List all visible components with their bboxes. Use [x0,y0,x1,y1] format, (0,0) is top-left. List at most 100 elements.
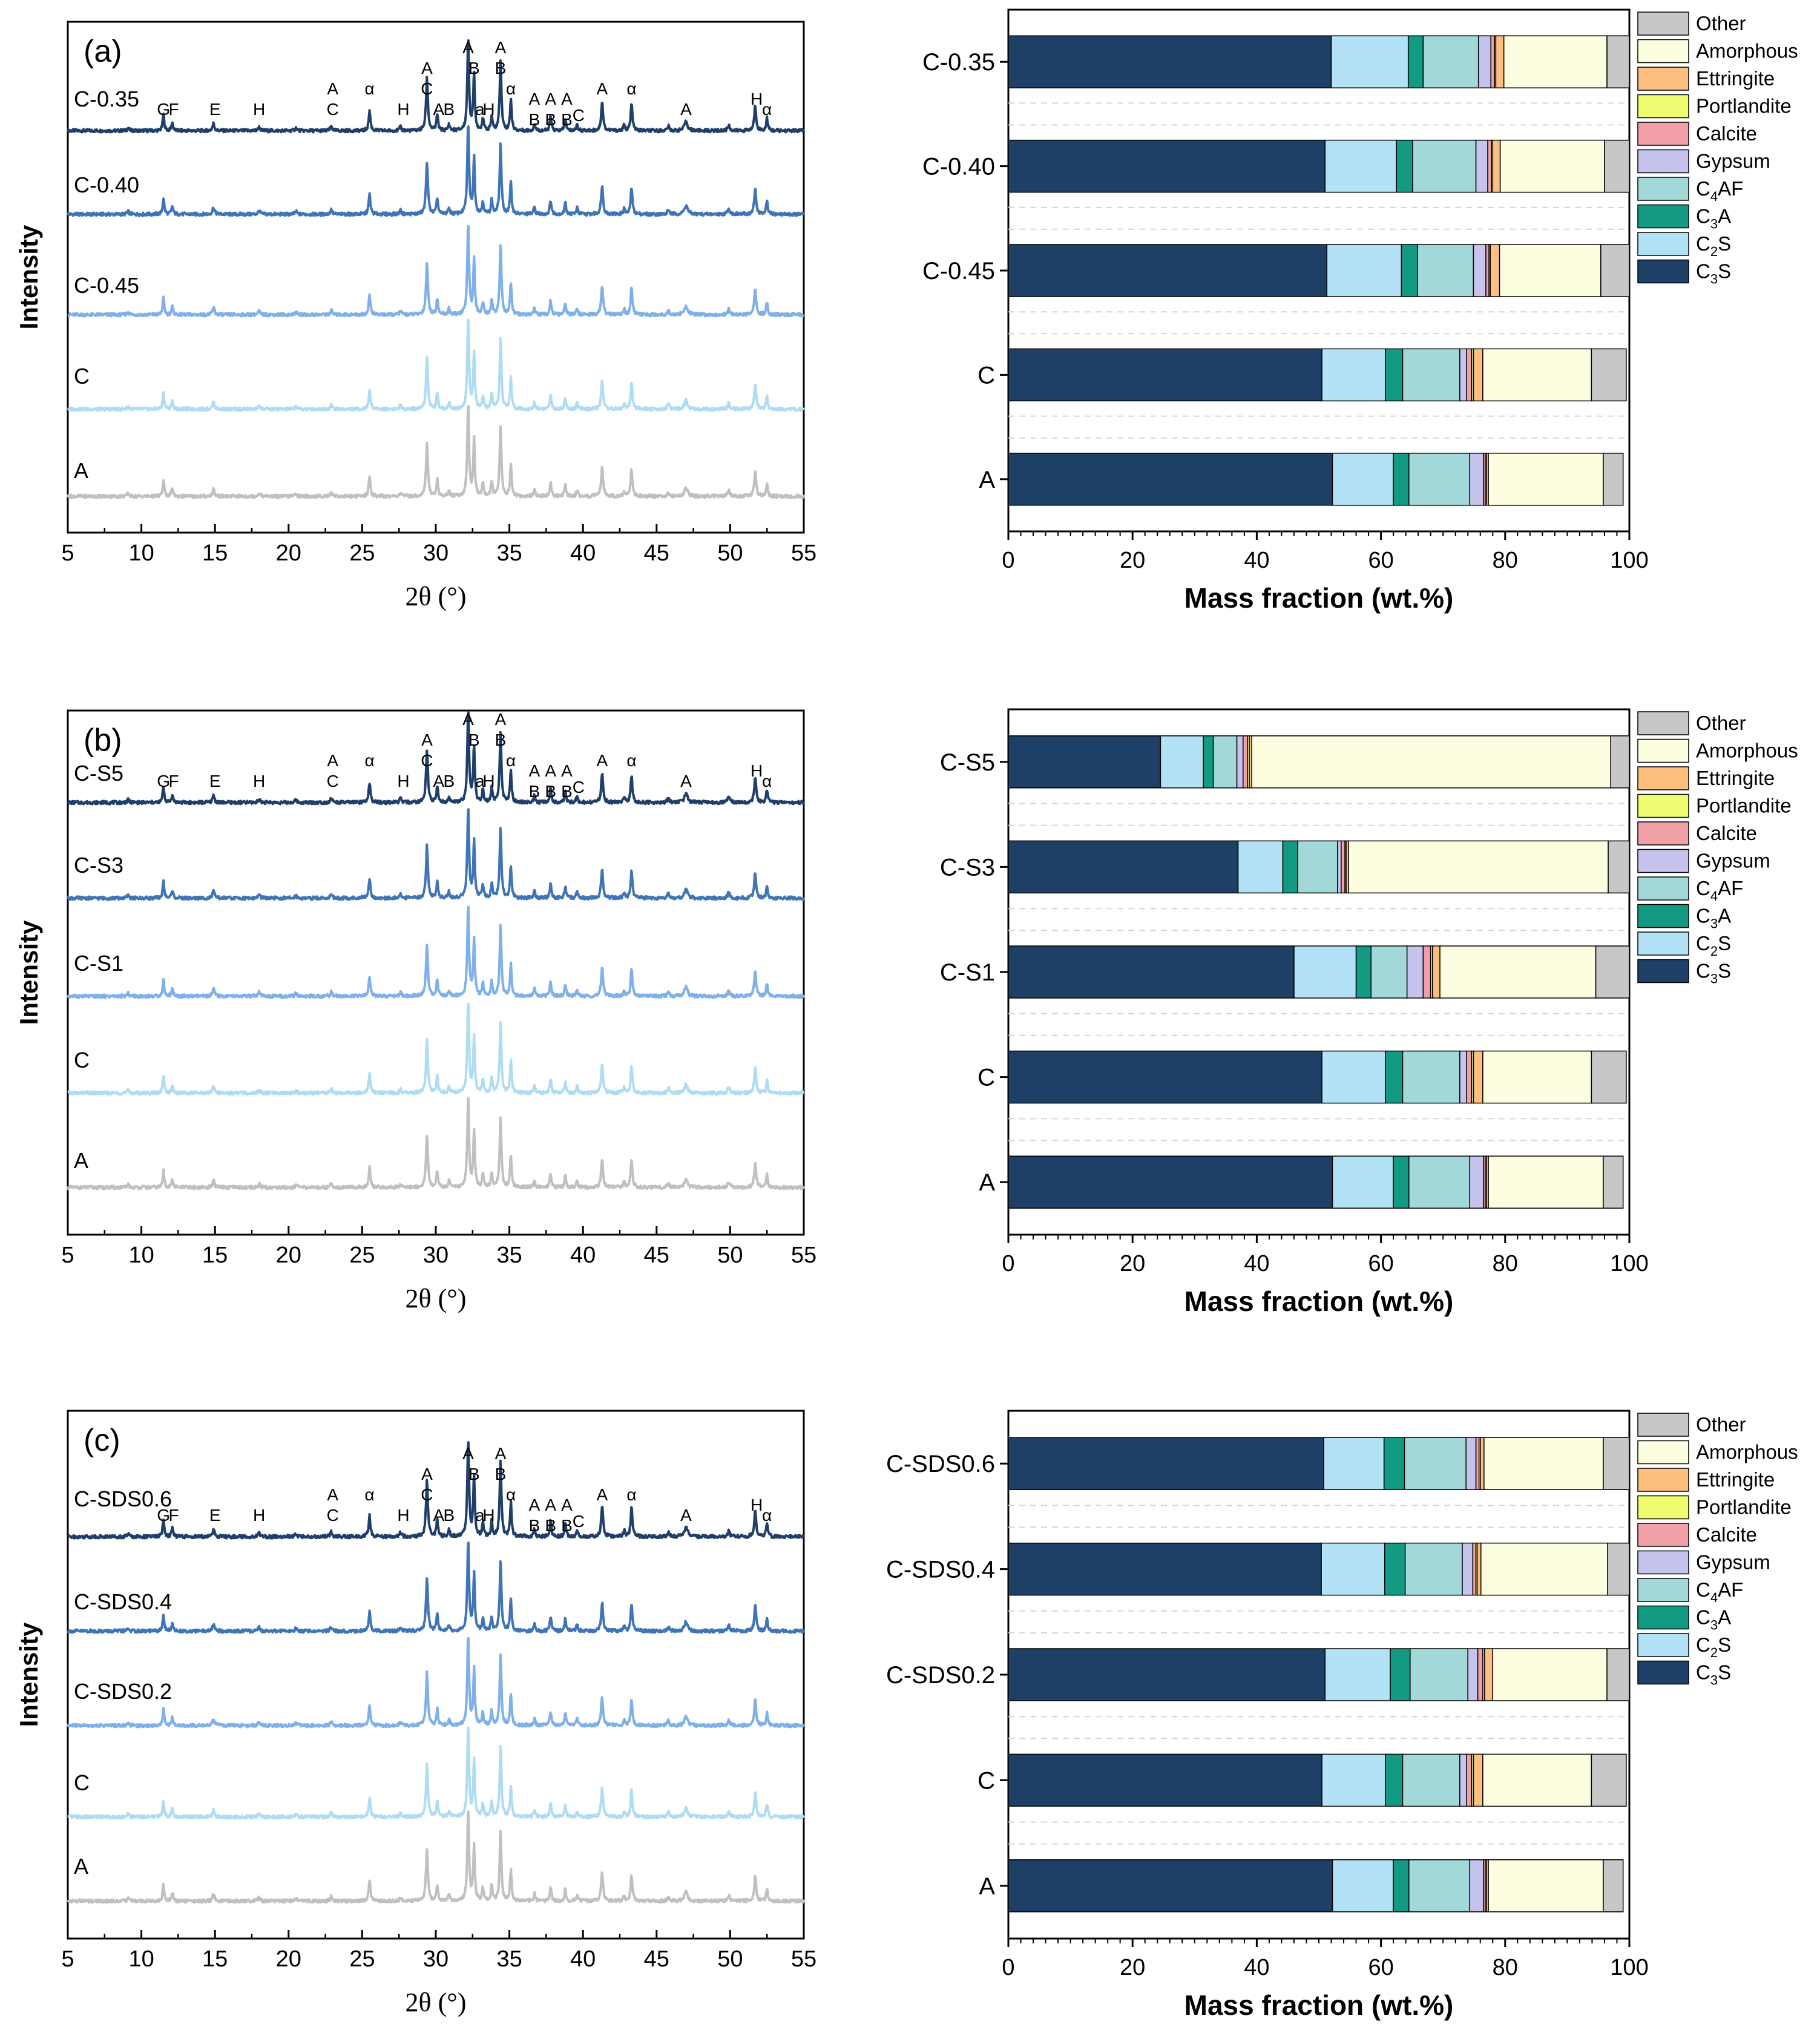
legend-label-subscript: 2 [1710,1645,1718,1660]
legend-swatch-amorphous [1637,39,1689,64]
x-tick-label: 45 [644,540,669,566]
bar-segment-gypsum [1236,735,1244,789]
legend-label-suffix: A [1718,905,1731,927]
legend-swatch-calcite [1637,1523,1689,1547]
x-axis-label: 2θ (°) [406,1988,467,2017]
peak-label: B [561,110,573,129]
peak-label: B [468,731,480,749]
bar-segment-c4af [1417,244,1474,297]
legend-label-subscript: 3 [1710,916,1718,931]
legend-label-c4af: C4AF [1696,877,1743,904]
peak-label: G [157,772,170,790]
bar-segment-other [1608,840,1630,894]
peak-label: A [561,761,573,780]
peak-label: C [421,79,433,98]
legend-label-suffix: S [1718,260,1731,283]
legend-label-other: Other [1696,1413,1746,1436]
legend-swatch-ettringite [1637,766,1689,790]
legend-label-subscript: 3 [1710,1618,1718,1633]
bar-segment-c2s [1332,1155,1394,1209]
xrd-curve-C-0.40 [67,125,805,217]
legend-label-main: C [1696,232,1710,255]
legend-label-gypsum: Gypsum [1696,850,1770,872]
legend-label-subscript: 2 [1710,944,1718,959]
peak-label: A [529,90,540,108]
bar-segment-c3a [1203,735,1214,789]
xrd-curve-C-S3 [67,808,805,901]
bar-segment-amorphous [1439,945,1597,999]
x-tick-label: 35 [496,540,522,566]
x-tick-label: 5 [61,1946,74,1972]
bar-segment-c3s [1008,1155,1333,1209]
x-tick-label: 5 [61,540,74,566]
bar-segment-amorphous [1499,139,1605,193]
x-tick-label: 45 [644,1243,669,1268]
x-tick-label: 80 [1493,1955,1518,1980]
x-tick-label: 60 [1368,1955,1393,1980]
bar-segment-other [1595,945,1630,999]
bar-segment-other [1591,348,1627,402]
legend-label-ettringite: Ettringite [1696,767,1775,789]
bar-segment-c3a [1384,1542,1406,1596]
peak-label: α [762,772,772,790]
x-tick-label: 100 [1610,548,1648,573]
peak-label: C [327,100,339,119]
legend-label-subscript: 3 [1710,1673,1718,1688]
bar-segment-c3a [1385,1050,1404,1104]
x-tick-label: 0 [1002,548,1014,573]
legend-label-c3s: C3S [1696,1661,1731,1688]
legend-swatch-c3s [1637,259,1689,284]
peak-label: H [253,1506,265,1525]
xrd-curve-C-SDS0.6 [67,1441,805,1540]
bar-segment-c3s [1008,1050,1322,1104]
peak-label: B [444,1506,455,1525]
legend-swatch-gypsum [1637,1550,1689,1575]
category-label: C [977,1065,995,1091]
bar-segment-c2s [1332,1859,1394,1913]
bar-segment-calcite [1485,244,1490,297]
peak-label: B [545,110,556,129]
legend-label-subscript: 4 [1710,189,1718,204]
legend-swatch-calcite [1637,122,1689,146]
series-label-C-S3: C-S3 [74,853,123,878]
series-label-C: C [74,1048,90,1072]
category-label: C [977,362,995,389]
xrd-curve-C-0.35 [67,39,805,134]
peak-label: A [529,1496,540,1514]
bar-segment-c3a [1390,1648,1411,1701]
bar-segment-other [1607,1542,1630,1596]
peak-label: H [482,772,494,790]
peak-label: A [327,751,338,770]
legend-swatch-c2s [1637,1633,1689,1657]
bar-segment-amorphous [1480,1542,1608,1596]
bar-segment-calcite [1475,1437,1480,1490]
series-label-A: A [74,458,88,483]
category-label: C-0.45 [922,258,995,284]
legend-label-c3a: C3A [1696,1606,1731,1633]
bar-segment-other [1603,1437,1630,1490]
x-tick-label: 20 [276,1243,301,1268]
legend-label-c2s: C2S [1696,932,1731,959]
category-label: A [979,467,995,493]
x-axis-label: Mass fraction (wt.%) [1184,1286,1454,1317]
bar-segment-c2s [1321,348,1386,402]
legend-label-c2s: C2S [1696,232,1731,259]
peak-label: E [209,100,221,119]
category-label: C-S1 [940,959,995,986]
legend-swatch-c2s [1637,232,1689,256]
peak-label: C [421,1485,433,1504]
legend-label-main: C [1696,1578,1710,1601]
bar-segment-c3a [1396,139,1413,193]
legend-label-subscript: 4 [1710,1590,1718,1605]
x-tick-label: 55 [791,540,816,566]
category-label: C-SDS0.6 [886,1451,995,1477]
bar-segment-gypsum [1337,840,1342,894]
bar-segment-c4af [1410,1648,1468,1701]
x-axis-label: Mass fraction (wt.%) [1184,582,1454,614]
bar-segment-c3s [1008,1753,1322,1807]
peak-label: α [626,1485,636,1504]
legend-label-c3a: C3A [1696,205,1731,232]
